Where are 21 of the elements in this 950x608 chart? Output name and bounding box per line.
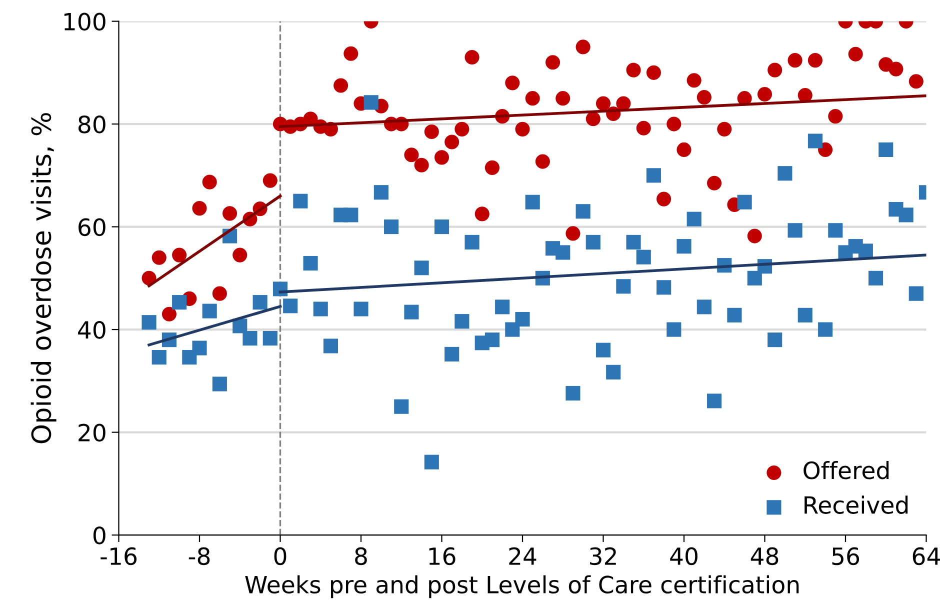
- y-tick-label: 0: [93, 526, 106, 544]
- y-tick-label: 100: [64, 12, 106, 31]
- y-tick-label: 40: [78, 320, 106, 339]
- y-tick-label: 20: [78, 424, 106, 442]
- x-tick-label: 8: [355, 547, 367, 566]
- x-tick-label: -8: [188, 547, 210, 566]
- legend-label: Offered: [804, 461, 889, 480]
- x-tick-label: 16: [429, 547, 456, 566]
- y-tick-label: 60: [78, 218, 106, 236]
- x-tick-label: 64: [912, 547, 940, 566]
- legend-label: Received: [804, 496, 908, 514]
- x-axis-title: Weeks pre and post Levels of Care certification: [245, 575, 799, 598]
- x-tick-label: 56: [832, 547, 860, 566]
- y-axis-title: Opioid overdose visits, %: [30, 113, 56, 444]
- x-tick-label: -16: [100, 547, 137, 566]
- x-tick-label: 48: [750, 547, 778, 566]
- x-tick-label: 0: [274, 547, 286, 566]
- x-tick-label: 24: [509, 547, 536, 565]
- x-tick-label: 40: [670, 547, 698, 566]
- x-tick-label: 32: [590, 547, 616, 566]
- y-tick-label: 80: [78, 115, 106, 134]
